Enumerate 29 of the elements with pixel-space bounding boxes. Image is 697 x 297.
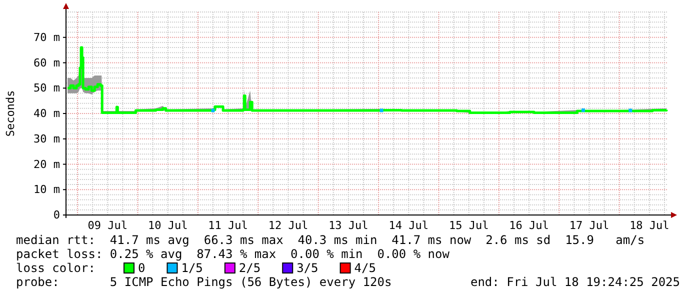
- x-tick-label: 09 Jul: [88, 218, 128, 232]
- legend-title: loss color:: [16, 261, 96, 275]
- x-tick-label: 15 Jul: [448, 218, 489, 232]
- y-tick-label: 50 m: [34, 82, 60, 95]
- x-tick-label: 11 Jul: [208, 218, 248, 232]
- legend-label: 4/5: [354, 261, 376, 275]
- y-tick-label: 70 m: [34, 30, 60, 44]
- text: end: Fri Jul 18 19:24:25 2025: [470, 275, 680, 289]
- text: probe: 5 ICMP Echo Pings (56 Bytes) every 120s: [16, 275, 392, 289]
- x-tick-label: 17 Jul: [569, 218, 610, 232]
- y-tick-label: 0: [53, 208, 60, 222]
- y-tick-label: 60 m: [34, 56, 60, 70]
- y-axis-title: Seconds: [4, 90, 17, 137]
- y-tick-label: 40 m: [34, 107, 60, 120]
- x-tick-label: 14 Jul: [388, 218, 429, 232]
- y-tick-label: 10 m: [34, 183, 60, 196]
- y-tick-label: 30 m: [34, 132, 60, 146]
- x-tick-label: 16 Jul: [509, 218, 549, 232]
- text: median rtt: 41.7 ms avg 66.3 ms max 40.3 ms min 41.7 ms now 2.6 ms sd 15.9 am/s: [16, 233, 645, 247]
- x-tick-label: 13 Jul: [328, 218, 368, 232]
- x-tick-label: 18 Jul: [630, 218, 670, 232]
- legend-label: 2/5: [238, 261, 261, 275]
- x-tick-label: 12 Jul: [268, 218, 308, 232]
- legend-label: 0: [138, 261, 146, 275]
- legend-label: 3/5: [296, 261, 318, 275]
- legend-label: 1/5: [181, 261, 203, 275]
- text: packet loss: 0.25 % avg 87.43 % max 0.00 % min 0.00 % now: [16, 247, 450, 261]
- x-tick-label: 10 Jul: [148, 218, 188, 232]
- y-tick-label: 20 m: [34, 158, 60, 171]
